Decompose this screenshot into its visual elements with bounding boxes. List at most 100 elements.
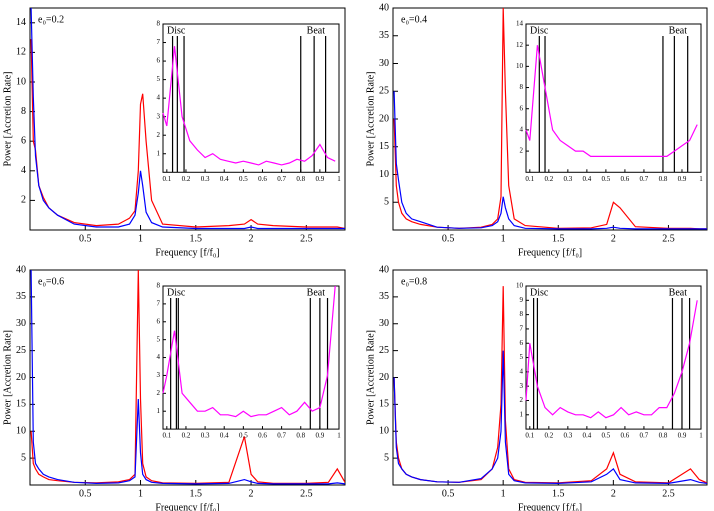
y-tick-label: 15: [379, 141, 389, 152]
inset-y-tick-label: 4: [520, 367, 524, 375]
inset-y-tick-label: 4: [157, 94, 161, 102]
inset-x-tick-label: 0.2: [182, 432, 191, 440]
inset-x-tick-label: 0.6: [258, 432, 267, 440]
inset-x-tick-label: 0.2: [182, 175, 191, 183]
y-tick-label: 30: [379, 318, 389, 329]
inset-right-label: Beat: [307, 287, 326, 298]
inset-y-tick-label: 2: [520, 396, 524, 404]
x-axis-label: Frequency [f/f₀]: [518, 247, 582, 258]
inset-x-tick-label: 0.8: [659, 175, 668, 183]
y-tick-label: 35: [379, 291, 389, 302]
y-tick-label: 20: [379, 113, 389, 124]
panel-annotation: e₀=0.8: [401, 276, 427, 287]
inset-x-tick-label: 0.1: [162, 175, 171, 183]
x-tick-label: 0.5: [442, 233, 455, 244]
inset-line: [525, 300, 698, 419]
y-tick-label: 12: [16, 47, 26, 58]
y-axis-label: Power [Accretion Rate]: [2, 330, 13, 425]
inset-y-tick-label: 3: [157, 112, 161, 120]
panel-annotation: e₀=0.4: [401, 14, 427, 25]
inset-x-tick-label: 0.4: [582, 175, 591, 183]
y-tick-label: 35: [379, 30, 389, 41]
inset-y-tick-label: 7: [157, 38, 161, 46]
x-tick-label: 0.5: [79, 233, 92, 244]
inset-y-tick-label: 2: [157, 389, 161, 397]
y-tick-label: 4: [21, 165, 26, 176]
inset-x-tick-label: 0.6: [621, 175, 630, 183]
inset-y-tick-label: 2: [157, 131, 161, 139]
y-tick-label: 20: [379, 372, 389, 383]
y-tick-label: 10: [379, 426, 389, 437]
y-tick-label: 40: [379, 2, 389, 13]
x-tick-label: 2.5: [662, 488, 675, 499]
inset-frame: [162, 285, 340, 430]
x-tick-label: 1: [138, 233, 143, 244]
inset-y-tick-label: 5: [520, 353, 524, 361]
inset-right-label: Beat: [669, 287, 688, 298]
inset-x-tick-label: 0.4: [220, 432, 229, 440]
inset-x-tick-label: 0.2: [544, 175, 553, 183]
y-tick-label: 5: [384, 452, 389, 463]
inset-y-tick-label: 7: [157, 299, 161, 307]
inset-left-label: Disc: [167, 287, 186, 298]
y-tick-label: 10: [16, 76, 26, 87]
inset-left-label: Disc: [167, 25, 186, 36]
y-tick-label: 8: [21, 106, 26, 117]
inset-left-label: Disc: [530, 25, 549, 36]
inset-y-tick-label: 6: [157, 317, 161, 325]
y-tick-label: 14: [16, 17, 26, 28]
y-axis-label: Power [Accretion Rate]: [365, 330, 376, 425]
panel-annotation: e₀=0.2: [38, 14, 64, 25]
inset-y-tick-label: 4: [157, 353, 161, 361]
y-tick-label: 30: [16, 318, 26, 329]
inset-x-tick-label: 1: [699, 432, 703, 440]
inset-x-tick-label: 0.9: [315, 175, 324, 183]
x-tick-label: 1: [501, 488, 506, 499]
inset-y-tick-label: 9: [520, 296, 524, 304]
inset-x-tick-label: 0.8: [296, 432, 305, 440]
x-tick-label: 2: [611, 233, 616, 244]
inset-x-tick-label: 0.7: [640, 432, 649, 440]
inset-y-tick-label: 5: [157, 335, 161, 343]
x-axis-label: Frequency [f/f₀]: [155, 502, 219, 511]
inset-x-tick-label: 0.5: [602, 175, 611, 183]
inset-x-tick-label: 0.3: [201, 432, 210, 440]
inset-x-tick-label: 0.3: [563, 175, 572, 183]
x-axis-label: Frequency [f/f₀]: [518, 502, 582, 511]
inset-x-tick-label: 0.4: [220, 175, 229, 183]
x-tick-label: 1: [138, 488, 143, 499]
inset-x-tick-label: 0.8: [296, 175, 305, 183]
inset-y-tick-label: 2: [520, 147, 524, 155]
inset-x-tick-label: 0.5: [602, 432, 611, 440]
inset-x-tick-label: 0.1: [525, 175, 534, 183]
inset-x-tick-label: 0.1: [162, 432, 171, 440]
plot-frame: [29, 7, 346, 231]
y-tick-label: 15: [16, 399, 26, 410]
y-tick-label: 15: [379, 399, 389, 410]
x-tick-label: 1.5: [552, 488, 565, 499]
x-tick-label: 2: [611, 488, 616, 499]
y-tick-label: 40: [379, 264, 389, 275]
inset-y-tick-label: 1: [157, 407, 161, 415]
series-line: [30, 39, 345, 230]
inset-y-tick-label: 8: [157, 20, 161, 28]
inset-x-tick-label: 0.8: [659, 432, 668, 440]
y-tick-label: 6: [21, 135, 26, 146]
y-tick-label: 5: [384, 197, 389, 208]
inset-y-tick-label: 8: [520, 83, 524, 91]
inset-x-tick-label: 0.1: [525, 432, 534, 440]
inset-x-tick-label: 0.9: [678, 175, 687, 183]
inset-y-tick-label: 5: [157, 75, 161, 83]
y-tick-label: 10: [16, 426, 26, 437]
x-tick-label: 2.5: [662, 233, 675, 244]
inset-x-tick-label: 0.5: [239, 175, 248, 183]
inset-y-tick-label: 6: [520, 104, 524, 112]
inset-y-tick-label: 6: [520, 339, 524, 347]
x-axis-label: Frequency [f/f₀]: [155, 247, 219, 258]
inset-y-tick-label: 8: [157, 282, 161, 290]
y-tick-label: 35: [16, 291, 26, 302]
y-tick-label: 30: [379, 58, 389, 69]
